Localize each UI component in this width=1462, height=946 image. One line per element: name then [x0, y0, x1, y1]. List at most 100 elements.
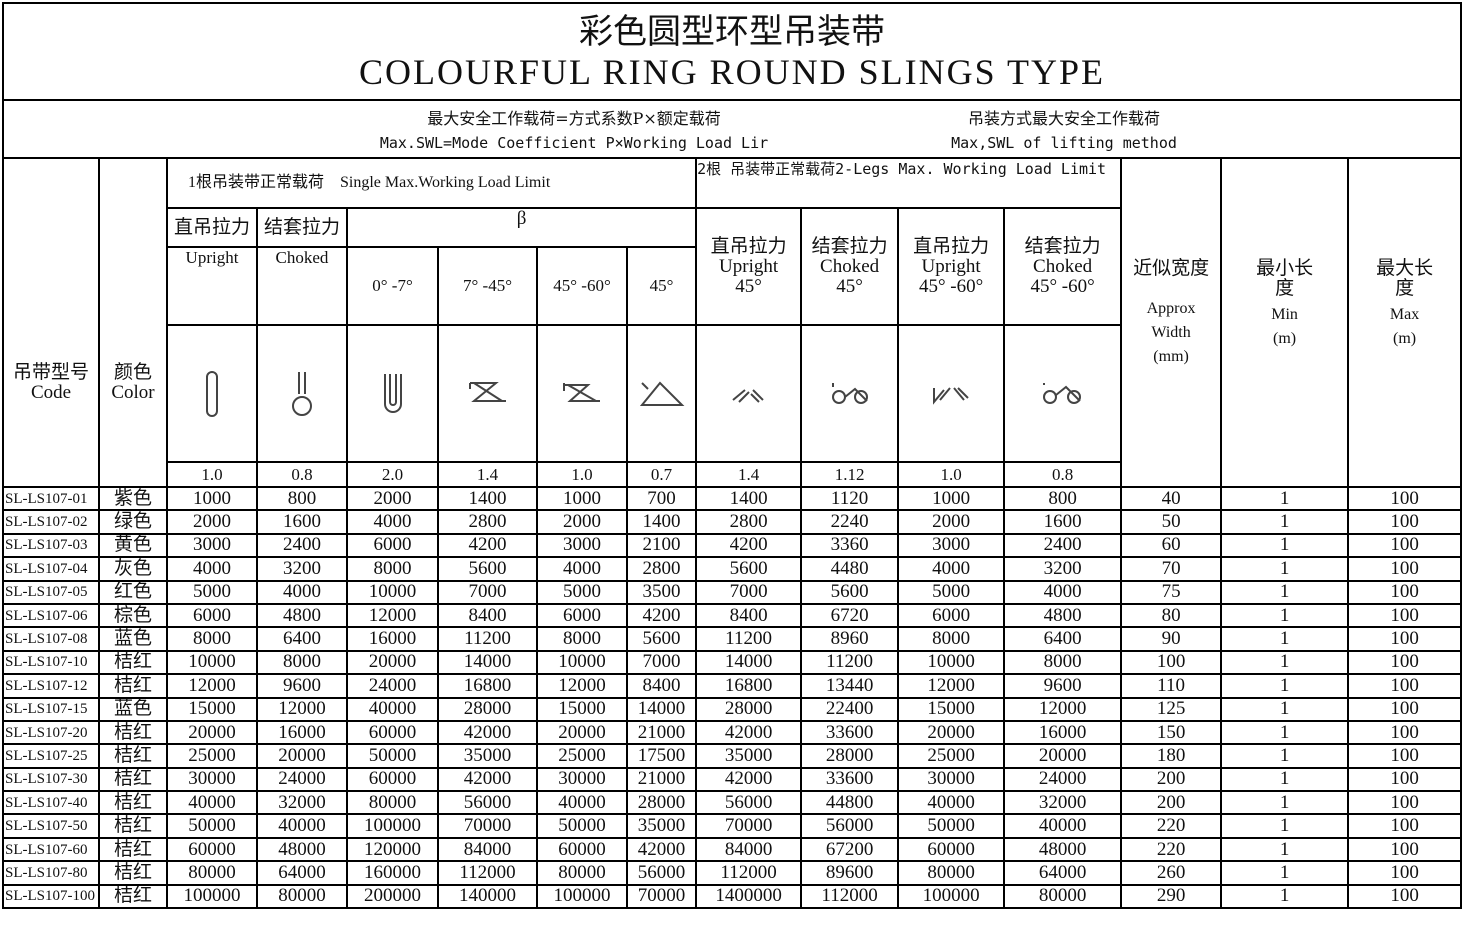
cell-value: 40000	[536, 790, 628, 816]
min-unit: (m)	[1273, 330, 1297, 347]
sling-code: SL-LS107-10	[2, 649, 100, 676]
cell-value: 28000	[695, 696, 803, 722]
rc-angle: 45° -60°	[918, 275, 984, 297]
cell-value: 16000	[346, 626, 439, 652]
cell-value: 42000	[437, 766, 538, 793]
cell-value: 7000	[625, 649, 698, 676]
cell-value: 1400	[695, 485, 803, 512]
cell-value: 150	[1120, 719, 1223, 746]
cell-value: 2000	[346, 485, 439, 512]
cell-value: 4480	[800, 556, 900, 582]
cell-value: 15000	[166, 696, 258, 722]
cell-value: 80000	[256, 883, 348, 910]
rc-en: Upright	[719, 255, 779, 277]
max-unit: (m)	[1393, 330, 1417, 347]
cell-value: 220	[1120, 813, 1223, 839]
table-row: SL-LS107-80 桔红 80000 64000 160000 112000 80000…	[2, 860, 1462, 886]
cell-value: 60000	[536, 836, 628, 863]
header-code: 吊带型号 Code	[2, 157, 100, 488]
coefficient: 1.0	[897, 461, 1006, 488]
cell-value: 17500	[625, 743, 698, 769]
sling-code: SL-LS107-06	[2, 602, 100, 629]
color-en: Color	[111, 381, 155, 403]
basket-7-45-icon	[437, 324, 538, 463]
cell-value: 160000	[346, 860, 439, 886]
sling-color: 黄色	[98, 532, 168, 559]
cell-value: 33600	[800, 766, 900, 793]
cell-value: 100	[1347, 673, 1462, 699]
cell-value: 1	[1220, 813, 1350, 839]
sling-color: 蓝色	[98, 626, 168, 652]
basket-45-icon	[625, 324, 698, 463]
cell-value: 44800	[800, 790, 900, 816]
cell-value: 4200	[437, 532, 538, 559]
upright-sling-icon	[166, 324, 258, 463]
cell-value: 11200	[695, 626, 803, 652]
table-row: SL-LS107-15 蓝色 15000 12000 40000 28000 15000 14…	[2, 696, 1462, 722]
cell-value: 1400	[625, 509, 698, 535]
rc-zh: 结套拉力	[811, 235, 888, 257]
cell-value: 5600	[800, 579, 900, 605]
cell-value: 8400	[625, 673, 698, 699]
cell-value: 100	[1347, 766, 1462, 793]
cell-value: 70000	[695, 813, 803, 839]
cell-value: 80000	[346, 790, 439, 816]
cell-value: 80	[1120, 602, 1223, 629]
title-en: COLOURFUL RING ROUND SLINGS TYPE	[358, 52, 1106, 92]
coefficient: 0.8	[1003, 461, 1123, 488]
cell-value: 8000	[897, 626, 1006, 652]
cell-value: 5600	[625, 626, 698, 652]
header-width: 近似宽度 Approx Width (mm)	[1120, 157, 1223, 488]
cell-value: 100	[1120, 649, 1223, 676]
cell-value: 12000	[1003, 696, 1123, 722]
single-en: Single Max.Working Load Limit	[340, 174, 551, 191]
cell-value: 100	[1347, 602, 1462, 629]
cell-value: 40	[1120, 485, 1223, 512]
cell-value: 33600	[800, 719, 900, 746]
formula-left-zh: 最大安全工作载荷=方式系数P×额定载荷	[427, 109, 721, 128]
cell-value: 100	[1347, 813, 1462, 839]
cell-value: 6400	[256, 626, 348, 652]
cell-value: 50000	[536, 813, 628, 839]
two-leg-choked-60-icon	[1003, 324, 1123, 463]
cell-value: 70	[1120, 556, 1223, 582]
cell-value: 50000	[346, 743, 439, 769]
cell-value: 20000	[166, 719, 258, 746]
cell-value: 12000	[536, 673, 628, 699]
cell-value: 4200	[695, 532, 803, 559]
sling-code: SL-LS107-12	[2, 673, 100, 699]
formula-right-en: Max,SWL of lifting method	[951, 134, 1177, 152]
sling-code: SL-LS107-40	[2, 790, 100, 816]
table-row: SL-LS107-30 桔红 30000 24000 60000 42000 30000 21…	[2, 766, 1462, 793]
cell-value: 5000	[897, 579, 1006, 605]
cell-value: 10000	[897, 649, 1006, 676]
cell-value: 2000	[536, 509, 628, 535]
cell-value: 75	[1120, 579, 1223, 605]
sling-code: SL-LS107-01	[2, 485, 100, 512]
cell-value: 67200	[800, 836, 900, 863]
cell-value: 2800	[437, 509, 538, 535]
cell-value: 4000	[536, 556, 628, 582]
cell-value: 80000	[166, 860, 258, 886]
sling-code: SL-LS107-02	[2, 509, 100, 535]
cell-value: 2800	[625, 556, 698, 582]
formula-row: 最大安全工作载荷=方式系数P×额定载荷 Max.SWL=Mode Coeffic…	[2, 99, 1462, 159]
cell-value: 1	[1220, 532, 1350, 559]
table-row: SL-LS107-20 桔红 20000 16000 60000 42000 20000 21…	[2, 719, 1462, 746]
cell-value: 48000	[1003, 836, 1123, 863]
formula-right-zh: 吊装方式最大安全工作载荷	[967, 109, 1160, 128]
sling-color: 桔红	[98, 649, 168, 676]
table-row: SL-LS107-10 桔红 10000 8000 20000 14000 10000 700…	[2, 649, 1462, 676]
cell-value: 60000	[346, 719, 439, 746]
cell-value: 24000	[346, 673, 439, 699]
cell-value: 20000	[1003, 743, 1123, 769]
cell-value: 1	[1220, 860, 1350, 886]
cell-value: 16000	[256, 719, 348, 746]
cell-value: 4800	[256, 602, 348, 629]
table-row: SL-LS107-60 桔红 60000 48000 120000 84000 60000 4…	[2, 836, 1462, 863]
cell-value: 30000	[166, 766, 258, 793]
cell-value: 56000	[437, 790, 538, 816]
cell-value: 70000	[437, 813, 538, 839]
cell-value: 20000	[897, 719, 1006, 746]
